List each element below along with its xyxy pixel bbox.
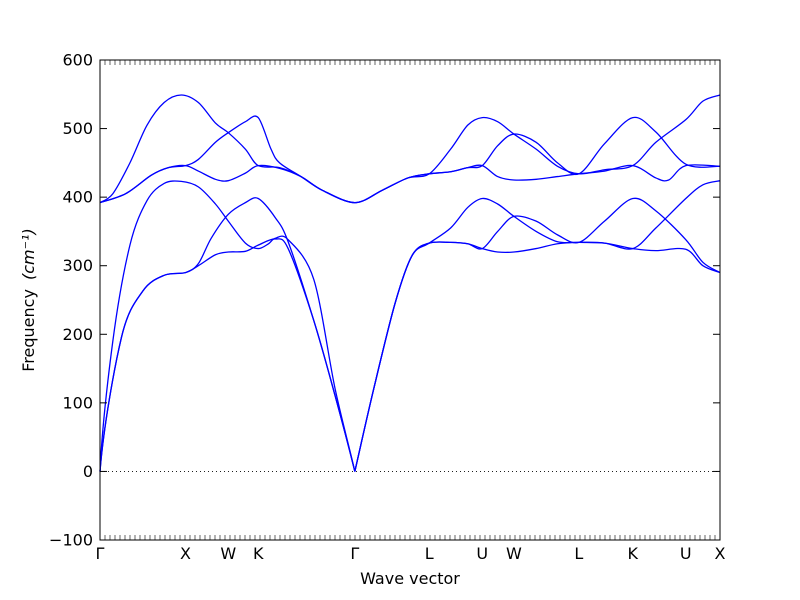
y-axis-ticks: −100 0 100 200 300 400 500 600 bbox=[49, 51, 720, 550]
y-tick-label: 400 bbox=[62, 188, 93, 207]
y-tick-label: 300 bbox=[62, 256, 93, 275]
minor-ticks bbox=[99, 60, 721, 540]
x-tick-label: X bbox=[180, 544, 191, 563]
x-tick-label: K bbox=[253, 544, 264, 563]
plot-background bbox=[100, 60, 720, 540]
x-tick-label: X bbox=[715, 544, 726, 563]
y-tick-label: 500 bbox=[62, 119, 93, 138]
x-axis-label: Wave vector bbox=[360, 569, 460, 588]
y-axis-label-unit: (cm⁻¹) bbox=[19, 228, 38, 280]
y-tick-label: 0 bbox=[83, 462, 93, 481]
x-tick-label: Γ bbox=[350, 544, 359, 563]
series-group bbox=[99, 94, 721, 472]
y-tick-label: −100 bbox=[49, 531, 93, 550]
x-tick-label: K bbox=[628, 544, 639, 563]
x-tick-label: Γ bbox=[96, 544, 105, 563]
plot-frame bbox=[99, 59, 721, 541]
branch-line-3 bbox=[99, 180, 721, 472]
y-axis-label: Frequency (cm⁻¹) bbox=[19, 228, 38, 371]
x-tick-label: W bbox=[220, 544, 236, 563]
y-tick-label: 200 bbox=[62, 325, 93, 344]
x-tick-label: U bbox=[476, 544, 488, 563]
branch-line-6 bbox=[99, 94, 721, 204]
y-tick-label: 100 bbox=[62, 393, 93, 412]
y-axis-label-text: Frequency bbox=[19, 289, 38, 372]
y-tick-label: 600 bbox=[62, 51, 93, 70]
x-tick-label: L bbox=[425, 544, 434, 563]
x-tick-label: U bbox=[680, 544, 692, 563]
x-tick-label: W bbox=[506, 544, 522, 563]
x-tick-label: L bbox=[574, 544, 583, 563]
